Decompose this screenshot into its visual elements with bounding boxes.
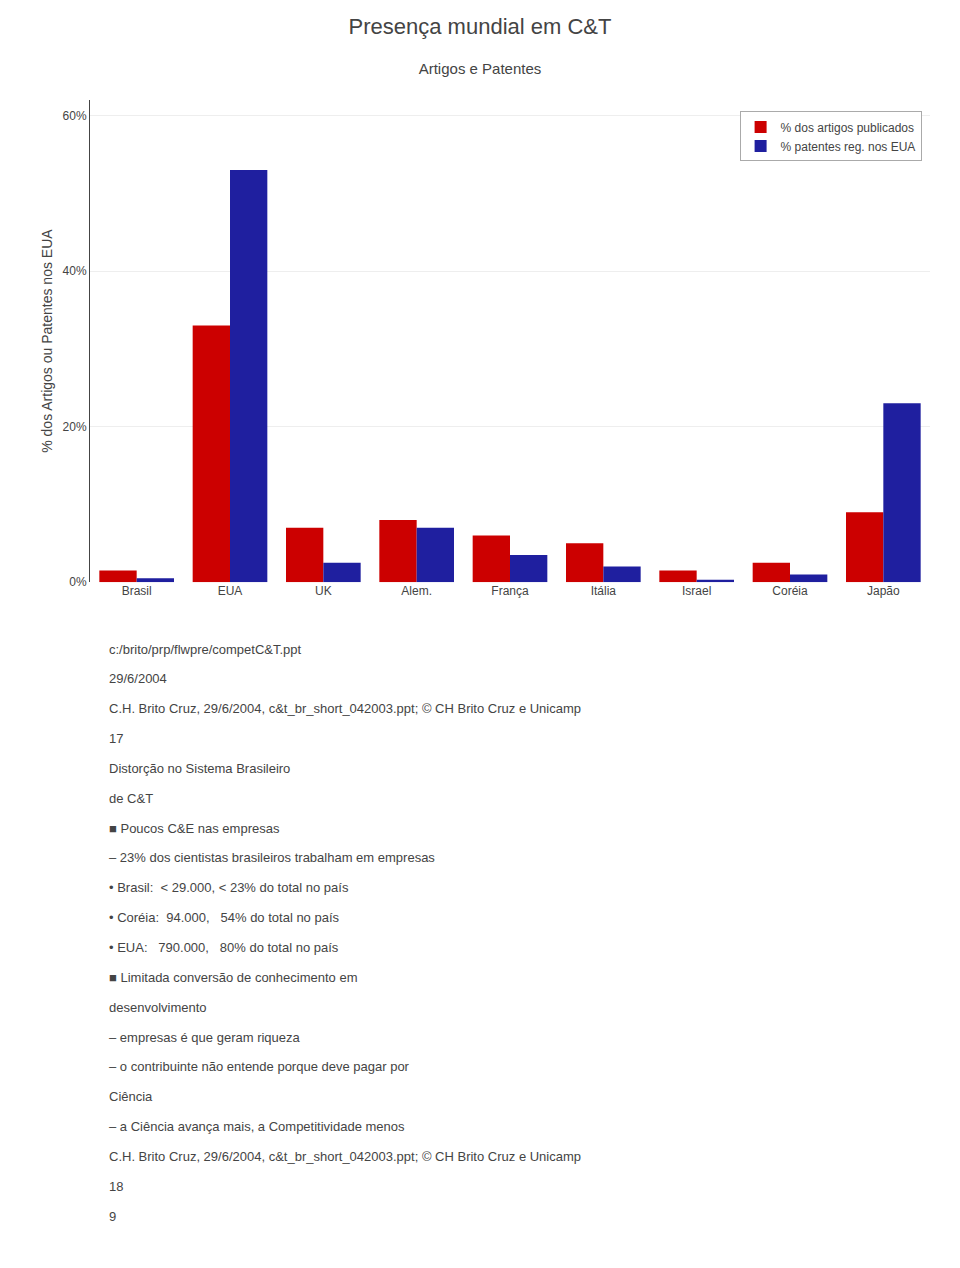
svg-text:– o contribuinte não entende p: – o contribuinte não entende porque deve… [109,1059,410,1074]
svg-text:18: 18 [109,1179,123,1194]
svg-text:40%: 40% [63,264,87,278]
svg-text:% dos artigos publicados: % dos artigos publicados [781,121,914,135]
svg-text:Distorção no Sistema Brasileir: Distorção no Sistema Brasileiro [109,761,290,776]
svg-text:■ Limitada conversão de conhec: ■ Limitada conversão de conhecimento em [109,970,358,985]
svg-text:29/6/2004: 29/6/2004 [109,671,167,686]
svg-text:França: França [491,584,529,598]
svg-text:c:/brito/prp/flwpre/competC&T.: c:/brito/prp/flwpre/competC&T.ppt [109,642,302,657]
svg-text:de C&T: de C&T [109,791,153,806]
svg-text:– a Ciência avança mais, a Com: – a Ciência avança mais, a Competitivida… [109,1119,405,1134]
svg-text:Ciência: Ciência [109,1089,153,1104]
svg-text:Japão: Japão [867,584,900,598]
svg-text:• Brasil: < 29.000, < 23% do: • Brasil: < 29.000, < 23% do total no pa… [109,880,349,895]
svg-text:9: 9 [109,1209,116,1224]
svg-text:20%: 20% [63,420,87,434]
svg-text:EUA: EUA [218,584,243,598]
svg-text:■ Poucos C&E nas empresas: ■ Poucos C&E nas empresas [109,821,280,836]
svg-text:• EUA: 790.000, 80% do tot: • EUA: 790.000, 80% do total no país [109,940,339,955]
svg-text:Presença mundial em C&T: Presença mundial em C&T [349,14,612,39]
svg-text:– 23% dos cientistas brasileir: – 23% dos cientistas brasileiros trabalh… [109,850,435,865]
svg-text:• Coréia: 94.000, 54% do to: • Coréia: 94.000, 54% do total no país [109,910,340,925]
svg-text:Brasil: Brasil [122,584,152,598]
svg-text:Israel: Israel [682,584,711,598]
svg-text:– empresas é que geram riqueza: – empresas é que geram riqueza [109,1030,301,1045]
svg-text:17: 17 [109,731,123,746]
svg-text:% dos Artigos ou Patentes nos: % dos Artigos ou Patentes nos EUA [39,229,55,453]
svg-text:C.H. Brito Cruz, 29/6/2004, c&: C.H. Brito Cruz, 29/6/2004, c&t_br_short… [109,701,581,716]
svg-text:0%: 0% [69,575,87,589]
svg-text:% patentes reg. nos EUA: % patentes reg. nos EUA [781,140,916,154]
svg-text:Artigos e Patentes: Artigos e Patentes [419,60,542,77]
svg-text:Itália: Itália [591,584,617,598]
svg-text:Coréia: Coréia [772,584,808,598]
svg-text:desenvolvimento: desenvolvimento [109,1000,207,1015]
svg-text:UK: UK [315,584,332,598]
svg-text:60%: 60% [63,109,87,123]
svg-text:Alem.: Alem. [401,584,432,598]
svg-text:C.H. Brito Cruz, 29/6/2004, c&: C.H. Brito Cruz, 29/6/2004, c&t_br_short… [109,1149,581,1164]
